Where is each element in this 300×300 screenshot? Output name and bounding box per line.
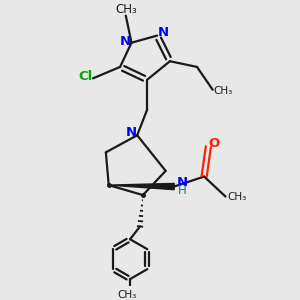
Text: CH₃: CH₃ — [227, 191, 247, 202]
Text: H: H — [178, 184, 187, 197]
Text: N: N — [126, 126, 137, 139]
Text: CH₃: CH₃ — [115, 3, 137, 16]
Text: N: N — [120, 35, 131, 48]
Text: Cl: Cl — [78, 70, 92, 83]
Text: CH₃: CH₃ — [213, 86, 232, 96]
Text: O: O — [208, 137, 220, 150]
Text: N: N — [177, 176, 188, 189]
Text: N: N — [157, 26, 168, 39]
Text: CH₃: CH₃ — [118, 290, 137, 300]
Polygon shape — [109, 183, 174, 190]
